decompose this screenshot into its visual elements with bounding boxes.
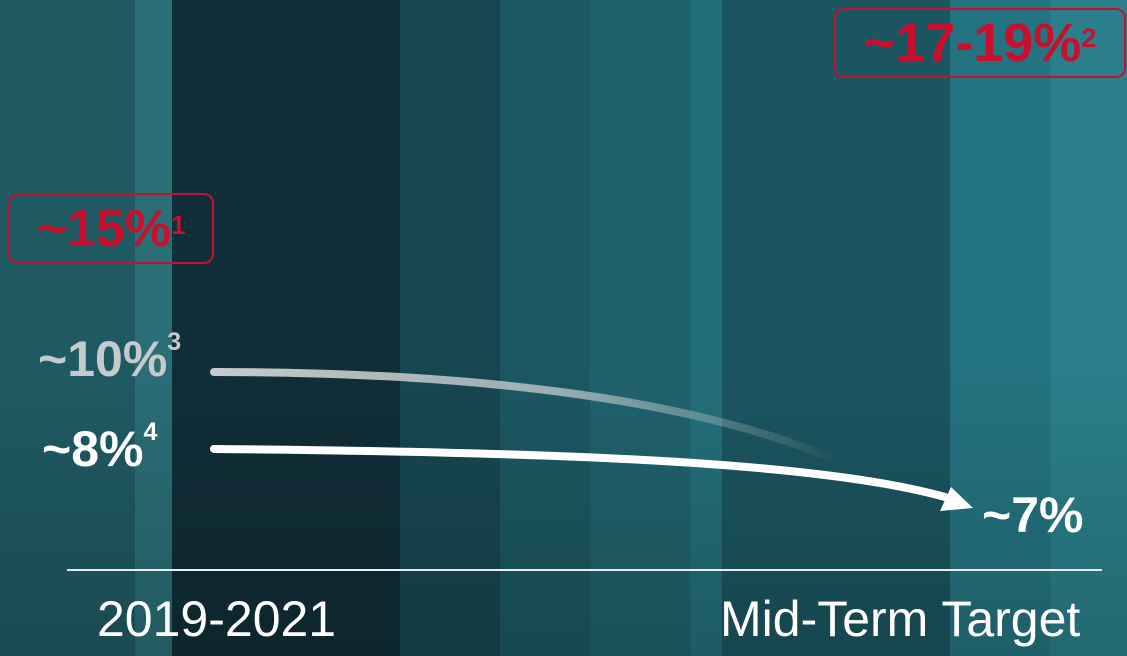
series-b-arrow-line (210, 445, 949, 501)
footnote-3-marker: 3 (167, 328, 182, 357)
footnote-4-marker: 4 (143, 418, 158, 447)
series-a-start-value: ~10% (38, 331, 168, 387)
end-value: ~7% (982, 487, 1084, 543)
series-b-start-value: ~8% (42, 421, 144, 477)
series-b-start-label: ~8%4 (42, 420, 157, 477)
end-value-label: ~7% (982, 490, 1083, 540)
series-a-start-label: ~10%3 (38, 330, 181, 387)
target-2019-2021-badge: ~15% 1 (8, 193, 214, 264)
series-a-fading-arrow (210, 368, 844, 466)
footnote-1-marker: 1 (170, 209, 186, 240)
period-end-label: Mid-Term Target (720, 591, 1081, 647)
arrowhead-icon (940, 487, 973, 511)
timeline-divider (67, 569, 1102, 571)
footnote-2-marker: 2 (1081, 23, 1097, 54)
period-start-label: 2019-2021 (97, 591, 337, 647)
target-midterm-value: ~17-19% (863, 13, 1082, 73)
target-midterm-badge: ~17-19% 2 (834, 8, 1126, 78)
target-2019-2021-value: ~15% (36, 199, 171, 258)
